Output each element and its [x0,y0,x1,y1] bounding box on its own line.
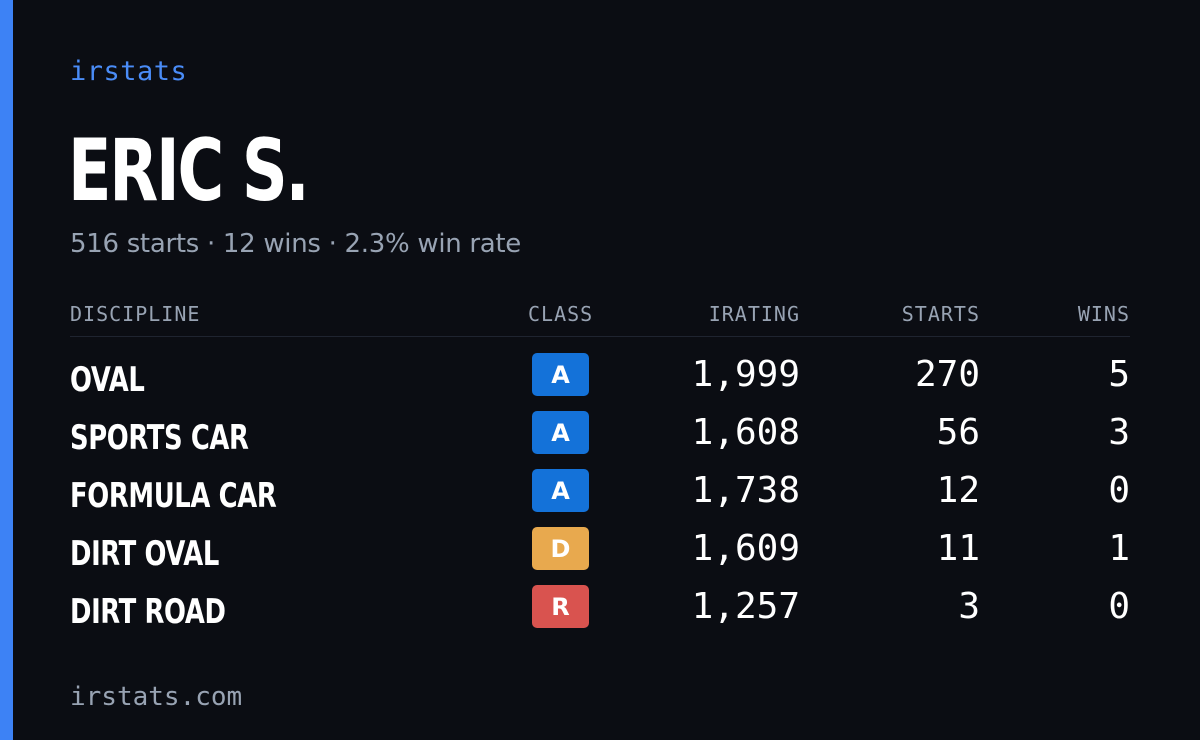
starts-value: 3 [958,586,980,627]
discipline-label: SPORTS CAR [70,418,249,458]
header-class: CLASS [528,302,594,326]
header-starts: STARTS [901,302,980,326]
discipline-label: DIRT OVAL [70,534,219,574]
starts-value: 11 [936,528,980,569]
starts-value: 270 [914,354,980,395]
footer-url: irstats.com [70,682,243,712]
discipline-label: OVAL [70,360,145,400]
discipline-label: DIRT ROAD [70,592,226,632]
table-body: OVAL A 1,999 270 5 SPORTS CAR A 1,608 56… [70,337,1130,643]
wins-value: 5 [1108,354,1130,395]
class-badge: D [532,527,589,570]
wins-value: 0 [1108,586,1130,627]
irating-value: 1,608 [691,412,800,453]
wins-value: 3 [1108,412,1130,453]
table-header: DISCIPLINE CLASS IRATING STARTS WINS [70,298,1130,337]
table-row: FORMULA CAR A 1,738 12 0 [70,469,1130,527]
driver-summary: 516 starts · 12 wins · 2.3% win rate [70,229,522,259]
class-badge: A [532,411,589,454]
wins-value: 0 [1108,470,1130,511]
irating-value: 1,609 [691,528,800,569]
table-row: OVAL A 1,999 270 5 [70,353,1130,411]
starts-value: 12 [936,470,980,511]
header-wins: WINS [1077,302,1130,326]
stats-table: DISCIPLINE CLASS IRATING STARTS WINS OVA… [70,298,1130,643]
discipline-label: FORMULA CAR [70,476,277,516]
header-discipline: DISCIPLINE [70,302,201,326]
header-irating: IRATING [708,302,800,326]
table-row: DIRT OVAL D 1,609 11 1 [70,527,1130,585]
driver-name: ERIC S. [68,121,310,221]
accent-bar [0,0,13,740]
class-badge: R [532,585,589,628]
table-row: DIRT ROAD R 1,257 3 0 [70,585,1130,643]
table-row: SPORTS CAR A 1,608 56 3 [70,411,1130,469]
starts-value: 56 [936,412,980,453]
irating-value: 1,257 [691,586,800,627]
brand-logo: irstats [70,56,188,87]
class-badge: A [532,469,589,512]
class-badge: A [532,353,589,396]
irating-value: 1,999 [691,354,800,395]
irating-value: 1,738 [691,470,800,511]
wins-value: 1 [1108,528,1130,569]
